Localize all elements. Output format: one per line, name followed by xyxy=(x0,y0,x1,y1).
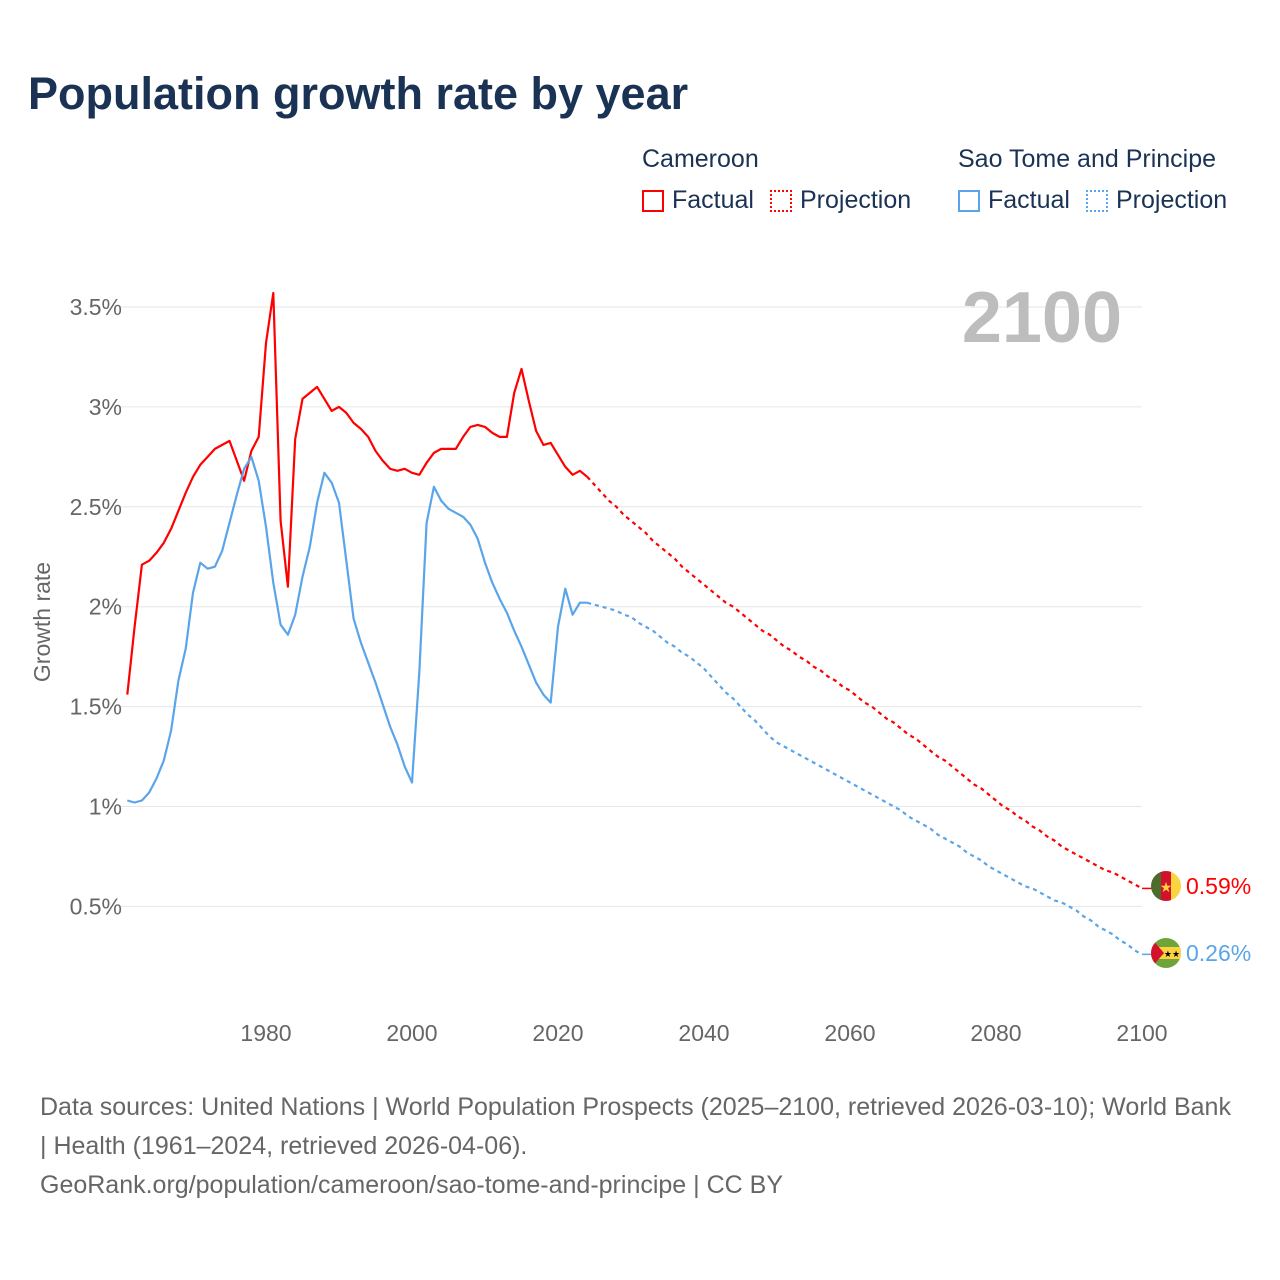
legend-label: Projection xyxy=(1115,186,1228,214)
legend-swatch-dotted xyxy=(769,189,792,212)
cameroon-end-label: 0.59% xyxy=(1186,873,1251,899)
cameroon-factual-line xyxy=(126,291,588,695)
y-tick-label: 1% xyxy=(89,794,122,820)
y-tick-label: 1.5% xyxy=(70,694,122,720)
y-tick-label: 2.5% xyxy=(70,494,122,520)
legend-swatch-solid xyxy=(958,189,980,212)
legend-swatch-solid xyxy=(642,189,664,212)
svg-text:★: ★ xyxy=(1160,879,1173,895)
sao-tome-end-label: 0.26% xyxy=(1186,940,1251,966)
legend-country-label: Cameroon xyxy=(642,145,759,173)
line-chart: 0.5% 1% 1.5% 2% 2.5% 3% 3.5% 1980 2000 2020 2040 20… xyxy=(29,278,1251,1046)
data-sources: Data sources: United Nations | World Pop… xyxy=(40,1093,1231,1160)
footer: Data sources: United Nations | World Pop… xyxy=(40,1088,1240,1205)
legend-swatch-dotted xyxy=(1085,189,1108,212)
x-tick-label: 2100 xyxy=(1116,1020,1167,1046)
cameroon-flag-icon: ★ xyxy=(1151,871,1181,901)
chart-title: Population growth rate by year xyxy=(28,68,689,119)
legend-cameroon: Cameroon Factual Projection xyxy=(642,145,927,215)
y-axis-label: Growth rate xyxy=(29,562,55,682)
sao-tome-flag-icon: ★★ xyxy=(1151,938,1181,968)
legend-sao-tome-projection[interactable]: Projection xyxy=(1085,186,1228,215)
legend-label: Projection xyxy=(799,186,912,214)
sao-tome-factual-line xyxy=(127,455,588,804)
x-tick-label: 2080 xyxy=(970,1020,1021,1046)
y-tick-label: 3.5% xyxy=(70,294,122,320)
y-tick-label: 3% xyxy=(89,394,122,420)
x-tick-label: 2040 xyxy=(678,1020,729,1046)
legend-sao-tome-factual[interactable]: Factual xyxy=(958,186,1070,215)
legend-country-label: Sao Tome and Principe xyxy=(958,145,1217,173)
x-tick-label: 2020 xyxy=(532,1020,583,1046)
sao-tome-projection-line xyxy=(586,601,1143,956)
y-tick-label: 0.5% xyxy=(70,893,122,919)
y-tick-label: 2% xyxy=(89,594,122,620)
x-tick-label: 2000 xyxy=(386,1020,437,1046)
x-tick-label: 2060 xyxy=(824,1020,875,1046)
svg-text:★★: ★★ xyxy=(1164,949,1180,959)
legend-cameroon-projection[interactable]: Projection xyxy=(769,186,912,215)
credit-link[interactable]: GeoRank.org/population/cameroon/sao-tome… xyxy=(40,1171,783,1199)
legend-cameroon-factual[interactable]: Factual xyxy=(642,186,754,215)
cameroon-projection-line xyxy=(586,476,1143,890)
year-display: 2100 xyxy=(962,278,1122,358)
x-tick-label: 1980 xyxy=(240,1020,291,1046)
legend-label: Factual xyxy=(672,186,754,214)
legend-sao-tome: Sao Tome and Principe Factual Projection xyxy=(958,145,1243,215)
legend-label: Factual xyxy=(988,186,1070,214)
